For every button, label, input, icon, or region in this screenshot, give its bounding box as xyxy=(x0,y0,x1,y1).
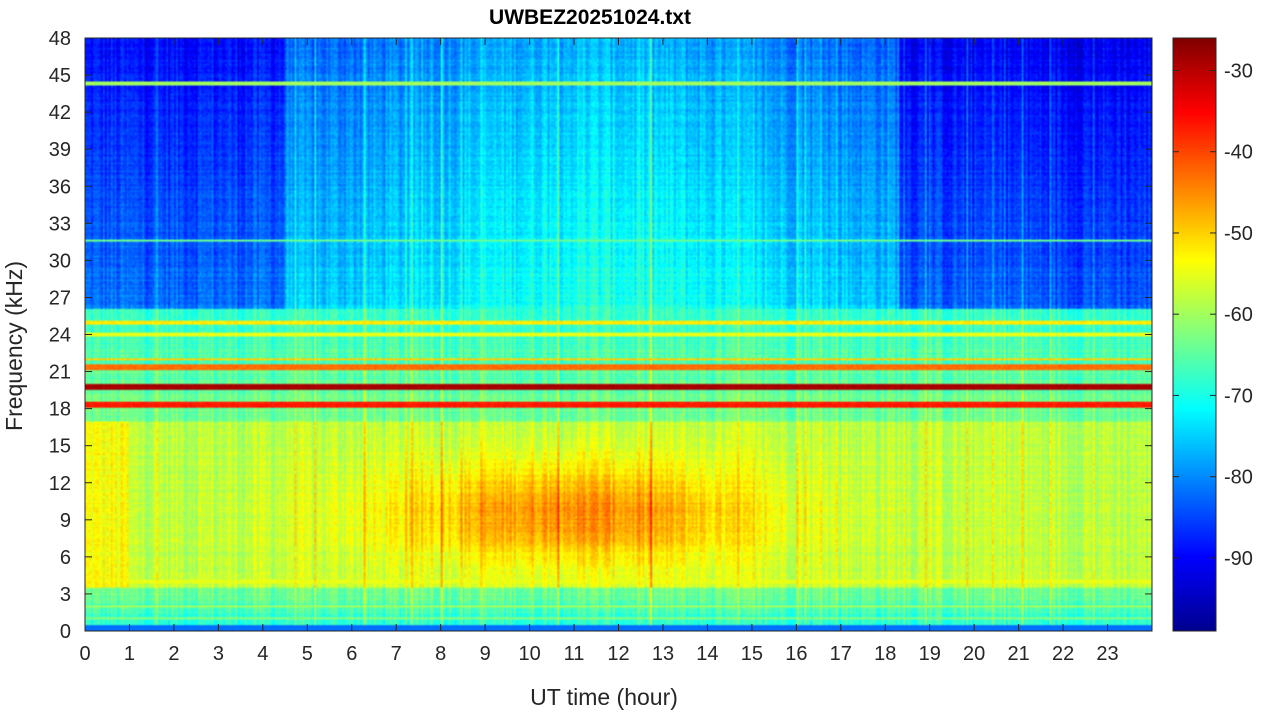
y-tick-label: 3 xyxy=(60,584,71,606)
x-tick-label: 0 xyxy=(79,643,90,665)
y-tick-label: 24 xyxy=(49,325,71,347)
x-tick-label: 15 xyxy=(741,643,763,665)
x-axis: 0 1 2 3 4 5 6 7 8 9 10 11 12 13 14 15 16 17 18 19 20 21 22 23 xyxy=(79,38,1119,665)
colorbar-ticks: -90 -80 -70 -60 -50 -40 -30 xyxy=(1173,60,1253,570)
x-tick-label: 6 xyxy=(346,643,357,665)
x-tick-label: 12 xyxy=(607,643,629,665)
chart-title: UWBEZ20251024.txt xyxy=(489,6,691,29)
x-tick-label: 17 xyxy=(830,643,852,665)
x-tick-label: 22 xyxy=(1052,643,1074,665)
colorbar-tick-label: -50 xyxy=(1224,223,1253,245)
y-axis-label: Frequency (kHz) xyxy=(1,261,27,431)
x-tick-label: 18 xyxy=(874,643,896,665)
colorbar-tick-label: -80 xyxy=(1224,467,1253,489)
x-tick-label: 9 xyxy=(480,643,491,665)
x-tick-label: 21 xyxy=(1008,643,1030,665)
y-tick-label: 0 xyxy=(60,621,71,643)
colorbar-tick-label: -60 xyxy=(1224,304,1253,326)
x-tick-label: 16 xyxy=(785,643,807,665)
y-tick-label: 21 xyxy=(49,362,71,384)
y-tick-label: 36 xyxy=(49,176,71,198)
y-tick-label: 42 xyxy=(49,102,71,124)
x-tick-label: 10 xyxy=(518,643,540,665)
y-tick-label: 45 xyxy=(49,65,71,87)
y-tick-label: 30 xyxy=(49,250,71,272)
x-tick-label: 13 xyxy=(652,643,674,665)
x-tick-label: 8 xyxy=(435,643,446,665)
colorbar: -90 -80 -70 -60 -50 -40 -30 xyxy=(1172,37,1253,632)
spectrogram-image xyxy=(85,38,1152,631)
y-tick-label: 39 xyxy=(49,139,71,161)
y-tick-label: 12 xyxy=(49,473,71,495)
x-tick-label: 23 xyxy=(1096,643,1118,665)
y-tick-label: 15 xyxy=(49,436,71,458)
y-tick-label: 33 xyxy=(49,213,71,235)
x-tick-label: 11 xyxy=(564,643,585,665)
plot-area xyxy=(84,37,1153,632)
x-axis-label: UT time (hour) xyxy=(530,684,678,710)
y-tick-label: 9 xyxy=(60,510,71,532)
y-tick-label: 6 xyxy=(60,547,71,569)
y-tick-label: 18 xyxy=(49,399,71,421)
y-tick-label: 27 xyxy=(49,287,71,309)
x-tick-label: 7 xyxy=(391,643,402,665)
colorbar-tick-label: -70 xyxy=(1224,385,1253,407)
x-tick-label: 14 xyxy=(696,643,718,665)
colorbar-gradient xyxy=(1172,37,1217,632)
x-tick-label: 2 xyxy=(168,643,179,665)
y-tick-label: 48 xyxy=(49,28,71,50)
x-tick-label: 5 xyxy=(302,643,313,665)
x-tick-label: 19 xyxy=(919,643,941,665)
x-tick-label: 1 xyxy=(124,643,135,665)
x-tick-label: 3 xyxy=(213,643,224,665)
x-tick-label: 20 xyxy=(963,643,985,665)
colorbar-tick-label: -30 xyxy=(1224,60,1253,82)
colorbar-tick-label: -40 xyxy=(1224,142,1253,164)
x-tick-label: 4 xyxy=(257,643,268,665)
colorbar-tick-label: -90 xyxy=(1224,548,1253,570)
